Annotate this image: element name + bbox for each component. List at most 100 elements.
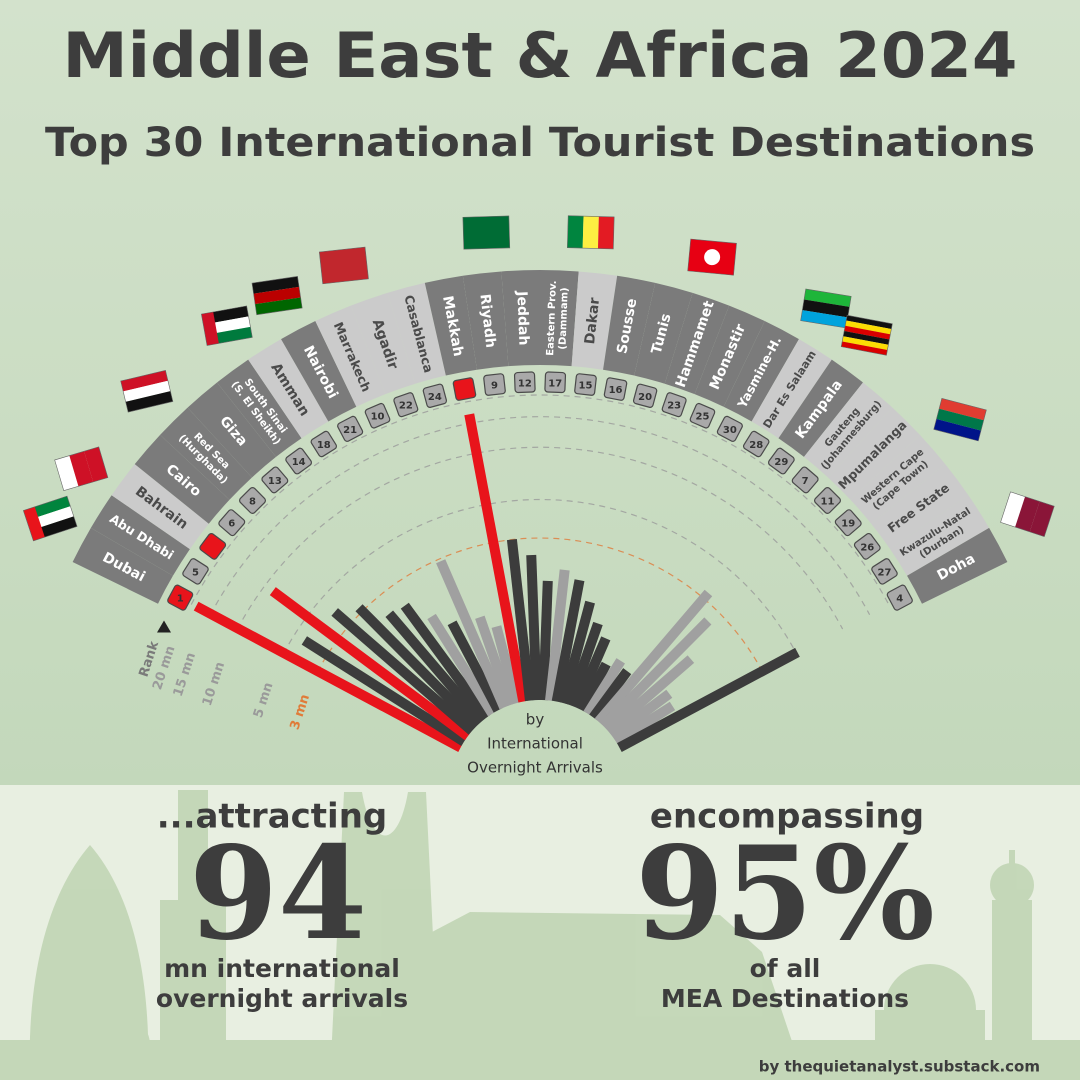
rank-value: 11 <box>821 496 835 507</box>
bar <box>599 617 712 730</box>
category-label-text: Riyadh <box>476 293 498 349</box>
label-band <box>850 434 946 524</box>
label-band <box>501 270 540 367</box>
flag-stripe <box>23 506 45 541</box>
bar <box>464 413 529 703</box>
rank-box-shape <box>182 558 209 585</box>
rank-value: 5 <box>192 567 199 578</box>
rank-box-shape <box>834 509 862 537</box>
flag-stripe <box>253 286 301 305</box>
rank-box: 6 <box>218 509 246 537</box>
grid-arc <box>316 537 764 672</box>
bar <box>193 601 463 752</box>
flag <box>318 246 369 285</box>
bar <box>558 600 595 705</box>
category-label-line: Eastern Prov. <box>545 280 559 356</box>
flag-border <box>54 446 109 492</box>
rank-value: 19 <box>841 519 855 530</box>
bar <box>400 602 491 721</box>
flag-stripe <box>462 215 510 250</box>
rank-value: 22 <box>399 401 413 412</box>
rank-box: 5 <box>182 558 209 585</box>
rank-box: 28 <box>742 430 770 458</box>
title: Middle East & Africa 2024 <box>63 19 1018 92</box>
label-band <box>160 407 252 500</box>
rank-value: 20 <box>638 392 652 403</box>
category-label-text: Eastern Prov.(Dammam) <box>545 280 571 356</box>
rank-box: 13 <box>261 466 289 494</box>
flag-border <box>22 495 78 542</box>
stat-caption: of all <box>750 954 821 983</box>
rank-box: 30 <box>716 415 743 442</box>
flag <box>251 276 303 316</box>
label-band <box>890 495 990 576</box>
rank-box: 18 <box>310 430 338 458</box>
flag <box>800 288 852 329</box>
label-band <box>111 464 209 550</box>
rank-box-shape <box>452 377 477 401</box>
flag-stripe <box>597 216 615 249</box>
flag-stripe <box>802 299 850 318</box>
label-band <box>778 359 863 457</box>
center-label: by <box>526 711 545 729</box>
rank-box: 17 <box>544 371 567 394</box>
flag-stripe <box>255 297 303 315</box>
rank-value: 12 <box>518 378 532 389</box>
grid-arc <box>282 498 798 654</box>
category-label: Eastern Prov.(Dammam) <box>545 280 571 356</box>
flag-stripe <box>804 289 852 307</box>
stat-caption: overnight arrivals <box>156 984 408 1013</box>
flag-stripe <box>845 320 892 335</box>
flag-stripe <box>319 247 369 284</box>
rank-box-shape <box>813 486 841 514</box>
rank-value: 9 <box>491 381 498 392</box>
rank-box-shape <box>218 509 246 537</box>
bar <box>583 658 625 717</box>
bar <box>571 636 611 710</box>
flag-stripe <box>843 330 890 345</box>
rank-box-shape <box>239 486 267 514</box>
category-label: Jeddah <box>513 290 531 346</box>
flag-border <box>251 276 303 316</box>
rank-box-shape <box>364 402 391 429</box>
flag-border <box>800 288 852 329</box>
label-band <box>571 271 618 370</box>
label-band <box>540 270 579 367</box>
category-label-text: Jeddah <box>513 290 531 346</box>
category-label: Dakar <box>582 297 603 345</box>
category-label-line: Riyadh <box>476 293 498 349</box>
rank-box: 26 <box>853 532 881 560</box>
label-band <box>315 305 386 407</box>
label-band <box>828 407 920 500</box>
flag <box>22 495 78 542</box>
bar <box>427 613 497 717</box>
bar <box>475 615 516 707</box>
rank-box-shape <box>483 373 506 396</box>
bar <box>301 636 467 746</box>
flag-stripe <box>1000 491 1026 528</box>
bar <box>331 608 476 735</box>
rank-value: 4 <box>896 594 903 605</box>
rank-box-shape <box>167 584 194 611</box>
rank-box-shape <box>285 447 313 475</box>
flag-border <box>933 398 987 442</box>
rank-box-shape <box>261 466 289 494</box>
rank-box-shape <box>422 383 448 408</box>
flag-stripe <box>844 325 891 340</box>
rank-value: 18 <box>317 440 331 451</box>
flag-stripe <box>69 451 94 487</box>
rank-box-shape <box>603 377 628 401</box>
flag <box>933 398 987 442</box>
bar <box>613 701 676 746</box>
flag-stripe <box>933 419 981 441</box>
rank-value: 1 <box>177 594 184 605</box>
rank-box: 11 <box>813 486 841 514</box>
rank-box: 27 <box>871 558 898 585</box>
bar <box>589 668 632 721</box>
flag-stripe <box>582 216 599 249</box>
rank-value: 17 <box>548 378 562 389</box>
rank-box: 20 <box>632 383 658 408</box>
label-band <box>634 282 693 384</box>
bar <box>355 604 481 730</box>
label-band <box>803 382 893 478</box>
